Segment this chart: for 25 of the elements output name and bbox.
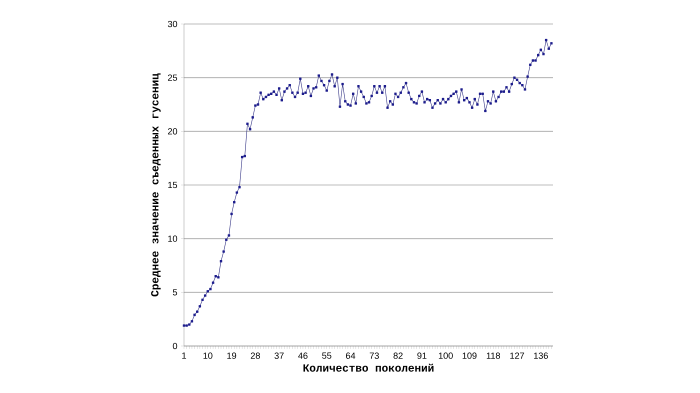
x-tick-label: 100 <box>438 352 453 359</box>
x-tick-label: 91 <box>417 352 426 359</box>
y-tick-label: 30 <box>168 20 178 28</box>
y-tick-label: 15 <box>168 182 178 188</box>
y-tick-label: 10 <box>168 235 178 242</box>
x-tick-label: 73 <box>370 352 379 359</box>
x-tick-label: 109 <box>462 352 477 359</box>
x-tick-label: 10 <box>203 352 212 359</box>
y-tick-label: 25 <box>168 74 178 81</box>
x-tick-label: 82 <box>394 352 403 359</box>
x-tick-label: 28 <box>250 352 260 359</box>
y-tick-label: 5 <box>172 289 178 296</box>
x-tick-label: 64 <box>346 352 356 359</box>
y-tick-label: 20 <box>168 128 178 135</box>
x-tick-label: 1 <box>182 352 186 359</box>
x-tick-label: 127 <box>510 352 524 359</box>
x-tick-label: 118 <box>486 352 500 359</box>
x-tick-label: 55 <box>322 352 332 359</box>
x-axis-title: Количество поколений <box>303 364 434 372</box>
x-tick-label: 19 <box>227 352 236 359</box>
y-axis-title: Среднее значение съеденных гусениц <box>151 73 161 296</box>
x-tick-label: 46 <box>298 352 308 359</box>
x-tick-label: 37 <box>274 352 284 359</box>
x-tick-label: 136 <box>534 352 548 359</box>
y-tick-label: 0 <box>172 342 178 350</box>
